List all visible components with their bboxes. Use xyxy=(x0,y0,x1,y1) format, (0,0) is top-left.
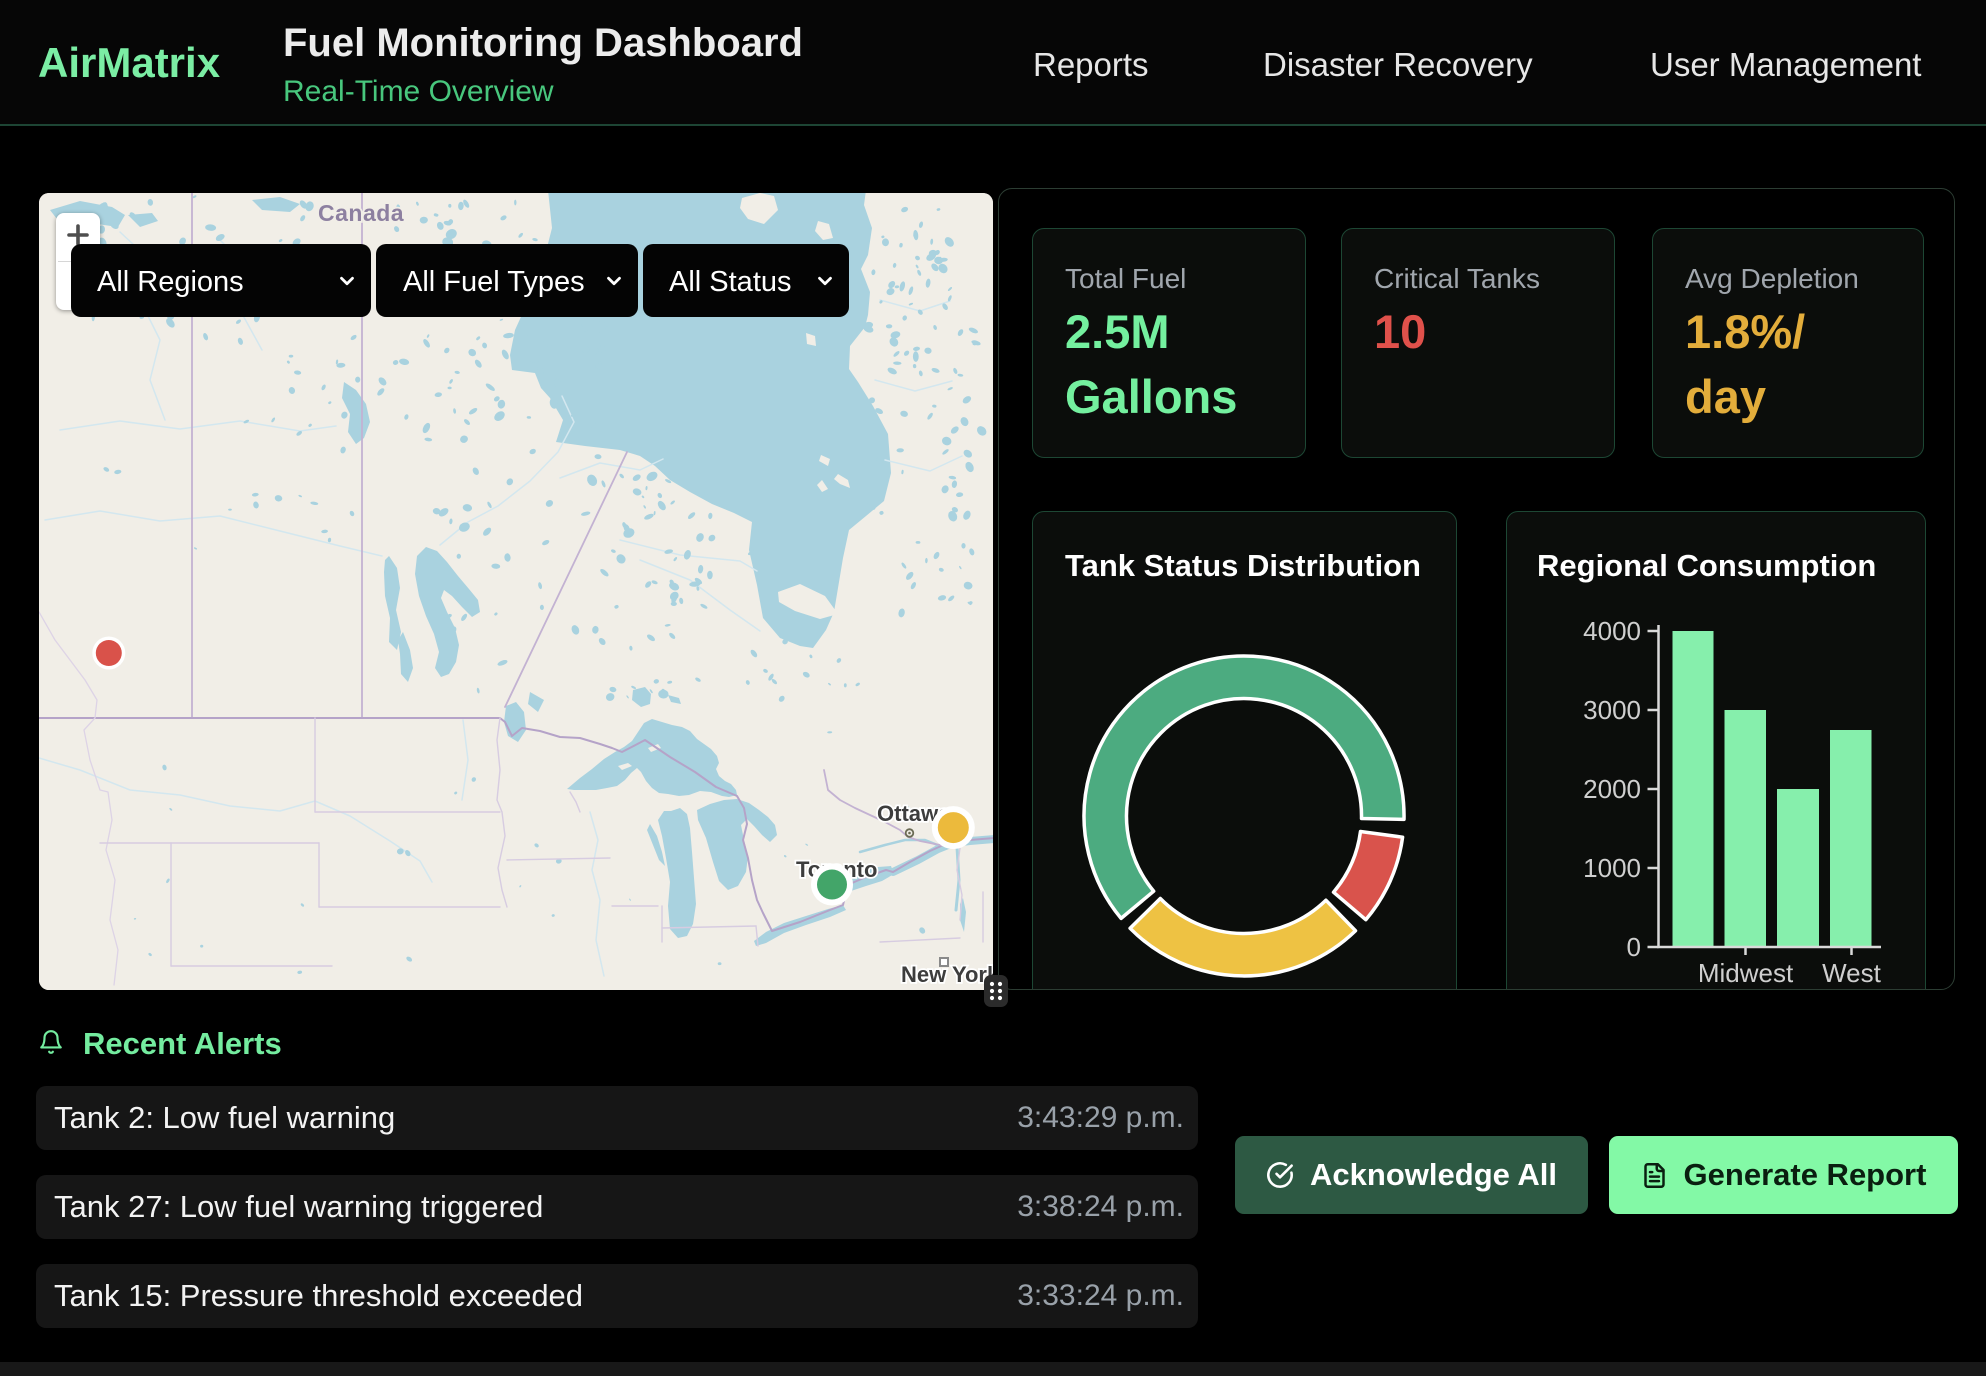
svg-text:West: West xyxy=(1822,958,1882,988)
svg-text:0: 0 xyxy=(1627,932,1641,962)
svg-text:4000: 4000 xyxy=(1583,616,1641,646)
svg-text:Midwest: Midwest xyxy=(1698,958,1794,988)
svg-text:3000: 3000 xyxy=(1583,695,1641,725)
svg-text:2000: 2000 xyxy=(1583,774,1641,804)
svg-text:1000: 1000 xyxy=(1583,853,1641,883)
svg-text:Canada: Canada xyxy=(318,200,404,226)
